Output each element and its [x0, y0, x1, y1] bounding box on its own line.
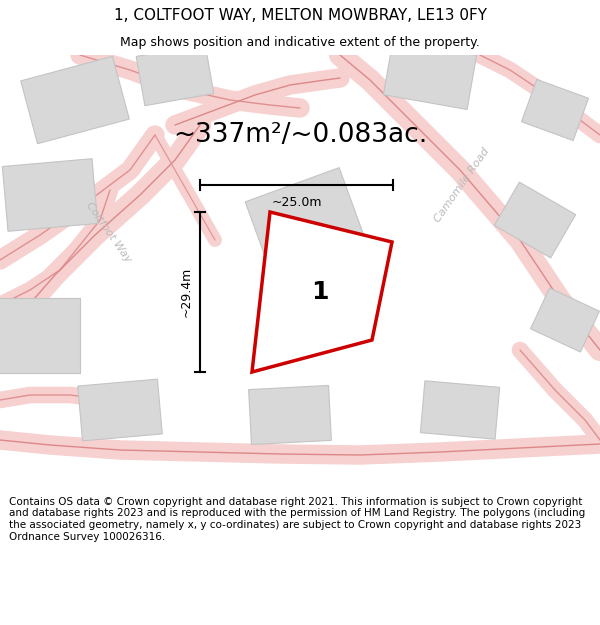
Polygon shape: [21, 56, 129, 144]
Text: Map shows position and indicative extent of the property.: Map shows position and indicative extent…: [120, 36, 480, 49]
Polygon shape: [2, 159, 98, 231]
Polygon shape: [421, 381, 500, 439]
Text: ~337m²/~0.083ac.: ~337m²/~0.083ac.: [173, 122, 427, 148]
Polygon shape: [78, 379, 162, 441]
Text: 1, COLTFOOT WAY, MELTON MOWBRAY, LE13 0FY: 1, COLTFOOT WAY, MELTON MOWBRAY, LE13 0F…: [113, 8, 487, 23]
Polygon shape: [136, 44, 214, 106]
Text: Contains OS data © Crown copyright and database right 2021. This information is : Contains OS data © Crown copyright and d…: [9, 497, 585, 541]
Text: ~25.0m: ~25.0m: [271, 196, 322, 209]
Polygon shape: [383, 41, 476, 109]
Polygon shape: [248, 386, 331, 444]
Text: 1: 1: [311, 280, 329, 304]
Text: Camomile Road: Camomile Road: [433, 146, 491, 224]
Polygon shape: [521, 79, 589, 141]
Polygon shape: [494, 182, 575, 258]
Polygon shape: [530, 288, 599, 352]
Text: Coltfoot Way: Coltfoot Way: [83, 200, 133, 264]
Polygon shape: [245, 168, 365, 272]
Polygon shape: [252, 212, 392, 372]
Polygon shape: [0, 298, 80, 372]
Text: ~29.4m: ~29.4m: [179, 267, 193, 317]
